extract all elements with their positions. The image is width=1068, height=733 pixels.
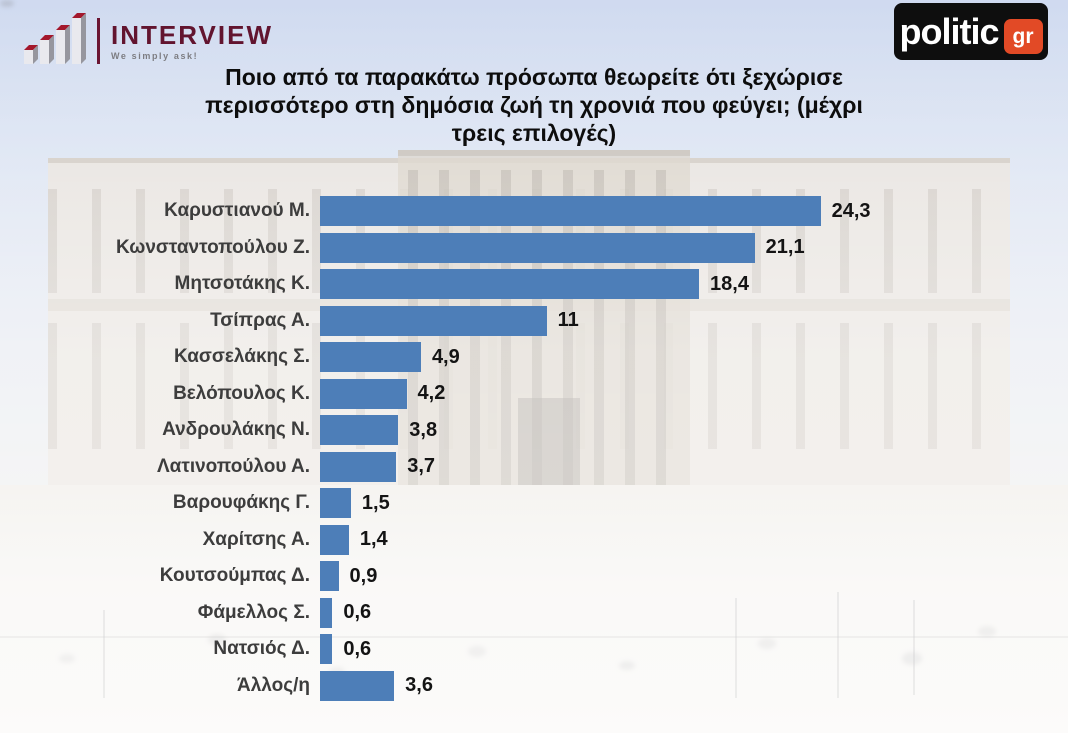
bar-label: Βαρουφάκης Γ. xyxy=(172,492,310,514)
bar-value: 24,3 xyxy=(831,199,871,222)
bar xyxy=(320,451,397,482)
bar-label: Άλλος/η xyxy=(237,674,310,696)
bar-label: Κωνσταντοπούλου Ζ. xyxy=(116,236,310,258)
chart-row: Βελόπουλος Κ. 4,2 xyxy=(0,376,1068,413)
interview-tagline: We simply ask! xyxy=(111,50,199,61)
bar-chart-3d-icon xyxy=(22,10,88,71)
chart-row: Καρυστιανού Μ. 24,3 xyxy=(0,193,1068,230)
chart-row: Νατσιός Δ. 0,6 xyxy=(0,631,1068,668)
bar-label: Χαρίτσης Α. xyxy=(202,528,310,550)
bar-label: Βελόπουλος Κ. xyxy=(173,382,310,404)
chart-row: Φάμελλος Σ. 0,6 xyxy=(0,595,1068,632)
bar-value: 18,4 xyxy=(710,272,749,295)
bar xyxy=(320,488,351,519)
bar xyxy=(320,670,395,701)
bar xyxy=(320,597,333,628)
chart-row: Μητσοτάκης Κ. 18,4 xyxy=(0,266,1068,303)
bar-value: 1,5 xyxy=(361,491,390,514)
logo-divider xyxy=(97,17,100,64)
chart-row: Χαρίτσης Α. 1,4 xyxy=(0,522,1068,559)
bar xyxy=(320,305,547,336)
bar-label: Μητσοτάκης Κ. xyxy=(174,273,310,295)
chart-row: Κασσελάκης Σ. 4,9 xyxy=(0,339,1068,376)
bar-value: 1,4 xyxy=(359,528,388,551)
chart-row: Λατινοπούλου Α. 3,7 xyxy=(0,449,1068,486)
interview-brand-name: INTERVIEW xyxy=(111,19,273,50)
bar-value: 0,6 xyxy=(343,637,372,660)
chart-row: Άλλος/η 3,6 xyxy=(0,668,1068,705)
chart-row: Κουτσούμπας Δ. 0,9 xyxy=(0,558,1068,595)
bar-value: 3,6 xyxy=(405,674,433,697)
bar xyxy=(320,524,349,555)
bar xyxy=(320,232,755,263)
bar-label: Κουτσούμπας Δ. xyxy=(159,565,310,587)
bar xyxy=(320,634,333,665)
bar-label: Φάμελλος Σ. xyxy=(197,601,310,623)
bar-value: 3,8 xyxy=(409,418,438,441)
bar xyxy=(320,561,339,592)
bar-label: Νατσιός Δ. xyxy=(213,638,310,660)
bar xyxy=(320,196,821,227)
chart-row: Τσίπρας Α. 11 xyxy=(0,303,1068,340)
page-title: Ποιο από τα παρακάτω πρόσωπα θεωρείτε ότ… xyxy=(0,63,1068,147)
bar-value: 0,6 xyxy=(343,601,372,624)
chart-row: Βαρουφάκης Γ. 1,5 xyxy=(0,485,1068,522)
chart-row: Κωνσταντοπούλου Ζ. 21,1 xyxy=(0,230,1068,267)
bar-chart: Καρυστιανού Μ. 24,3 Κωνσταντοπούλου Ζ. 21,1… xyxy=(0,193,1068,704)
interview-logo: INTERVIEW We simply ask! xyxy=(22,10,273,71)
bar-label: Κασσελάκης Σ. xyxy=(173,346,310,368)
bar xyxy=(320,269,700,300)
politic-logo: politic gr xyxy=(894,3,1048,60)
bar-value: 4,9 xyxy=(431,345,460,368)
bar-value: 4,2 xyxy=(417,382,446,405)
bar-label: Τσίπρας Α. xyxy=(210,309,310,331)
bar-value: 0,9 xyxy=(349,564,378,587)
bar xyxy=(320,378,407,409)
title-line-3: τρεις επιλογές) xyxy=(451,120,617,146)
title-line-2: περισσότερο στη δημόσια ζωή τη χρονιά πο… xyxy=(205,92,863,118)
bar xyxy=(320,415,399,446)
politic-gr-badge: gr xyxy=(1003,19,1043,54)
politic-brand-name: politic xyxy=(899,10,1000,52)
bar-label: Λατινοπούλου Α. xyxy=(156,455,310,477)
bar-label: Ανδρουλάκης Ν. xyxy=(162,419,310,441)
bar-value: 3,7 xyxy=(407,455,436,478)
bar xyxy=(320,342,421,373)
title-line-1: Ποιο από τα παρακάτω πρόσωπα θεωρείτε ότ… xyxy=(225,64,843,90)
bar-label: Καρυστιανού Μ. xyxy=(164,200,310,222)
bar-value: 11 xyxy=(557,309,579,332)
chart-row: Ανδρουλάκης Ν. 3,8 xyxy=(0,412,1068,449)
bar-value: 21,1 xyxy=(765,236,805,259)
